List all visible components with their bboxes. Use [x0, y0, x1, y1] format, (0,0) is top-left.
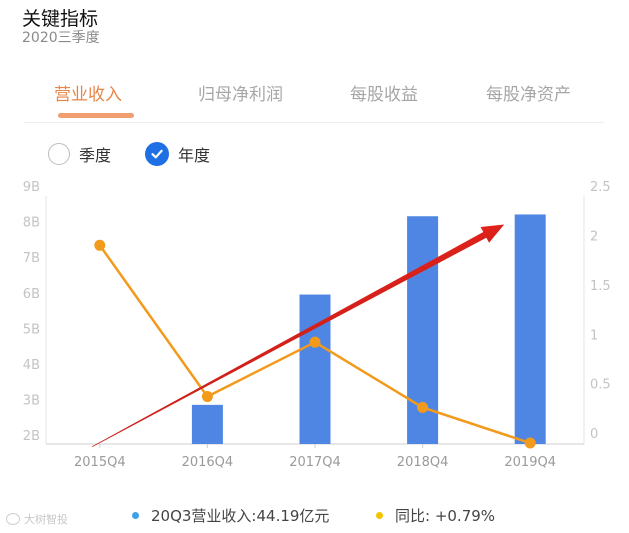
page-title: 关键指标 — [22, 8, 99, 30]
x-tick-label: 2017Q4 — [289, 455, 341, 470]
y-right-tick-label: 0.5 — [590, 378, 611, 393]
page-subtitle: 2020三季度 — [22, 30, 100, 46]
quarter-toggle[interactable]: 季度 — [48, 141, 111, 167]
watermark: 大树智投 — [6, 511, 68, 527]
tab-revenue[interactable]: 营业收入 — [54, 85, 122, 105]
watermark-logo-icon — [6, 513, 20, 525]
y-right-tick-label: 2.5 — [590, 180, 611, 195]
legend-yoy-dot — [376, 512, 383, 519]
yoy-point — [94, 239, 106, 251]
y-left-tick-label: 2B — [23, 429, 40, 444]
legend-yoy-label: 同比: +0.79% — [395, 507, 496, 525]
y-right-tick-label: 1.5 — [590, 279, 611, 294]
quarter-toggle-label: 季度 — [79, 146, 112, 165]
revenue-chart: 2B 3B 4B 5B 6B 7B 8B 9B 0 0.5 1 1.5 2 2.5 2015Q4 2016Q4… — [23, 180, 611, 470]
trend-arrow-shape — [91, 224, 505, 448]
revenue-bar — [191, 404, 223, 444]
y-left-tick-label: 7B — [23, 251, 40, 266]
y-left-tick-label: 6B — [23, 287, 40, 302]
legend-revenue: 20Q3营业收入:44.19亿元 — [132, 505, 329, 526]
y-left-tick-label: 4B — [23, 358, 40, 373]
y-right-tick-label: 0 — [590, 427, 598, 442]
metric-tabs: 营业收入 归母净利润 每股收益 每股净资产 — [24, 74, 604, 123]
tab-bvps[interactable]: 每股净资产 — [486, 85, 571, 105]
legend-yoy: 同比: +0.79% — [376, 505, 495, 526]
legend-revenue-label: 20Q3营业收入:44.19亿元 — [151, 507, 330, 525]
yoy-point — [524, 437, 536, 449]
active-tab-indicator — [58, 113, 134, 118]
tab-net-profit[interactable]: 归母净利润 — [198, 85, 283, 105]
revenue-bar — [514, 214, 546, 444]
legend-revenue-dot — [132, 512, 139, 519]
x-tick-label: 2016Q4 — [182, 455, 234, 470]
watermark-text: 大树智投 — [24, 513, 68, 526]
y-right-tick-label: 1 — [590, 328, 598, 343]
revenue-bar — [299, 294, 331, 444]
y-left-tick-label: 8B — [23, 216, 40, 231]
trend-arrow — [91, 224, 505, 448]
annual-toggle[interactable]: 年度 — [145, 141, 210, 167]
x-tick-label: 2018Q4 — [397, 455, 449, 470]
y-left-tick-label: 3B — [23, 394, 40, 409]
y-left-tick-label: 9B — [23, 180, 40, 195]
yoy-point — [201, 391, 213, 403]
yoy-point — [417, 401, 429, 413]
x-tick-label: 2019Q4 — [504, 455, 556, 470]
yoy-point — [309, 336, 321, 348]
y-right-tick-label: 2 — [590, 229, 598, 244]
y-left-tick-label: 5B — [23, 322, 40, 337]
annual-toggle-label: 年度 — [178, 146, 211, 165]
checkmark-icon — [145, 142, 169, 166]
radio-unchecked-icon — [48, 143, 70, 165]
x-tick-label: 2015Q4 — [74, 455, 126, 470]
tab-eps[interactable]: 每股收益 — [350, 85, 418, 105]
